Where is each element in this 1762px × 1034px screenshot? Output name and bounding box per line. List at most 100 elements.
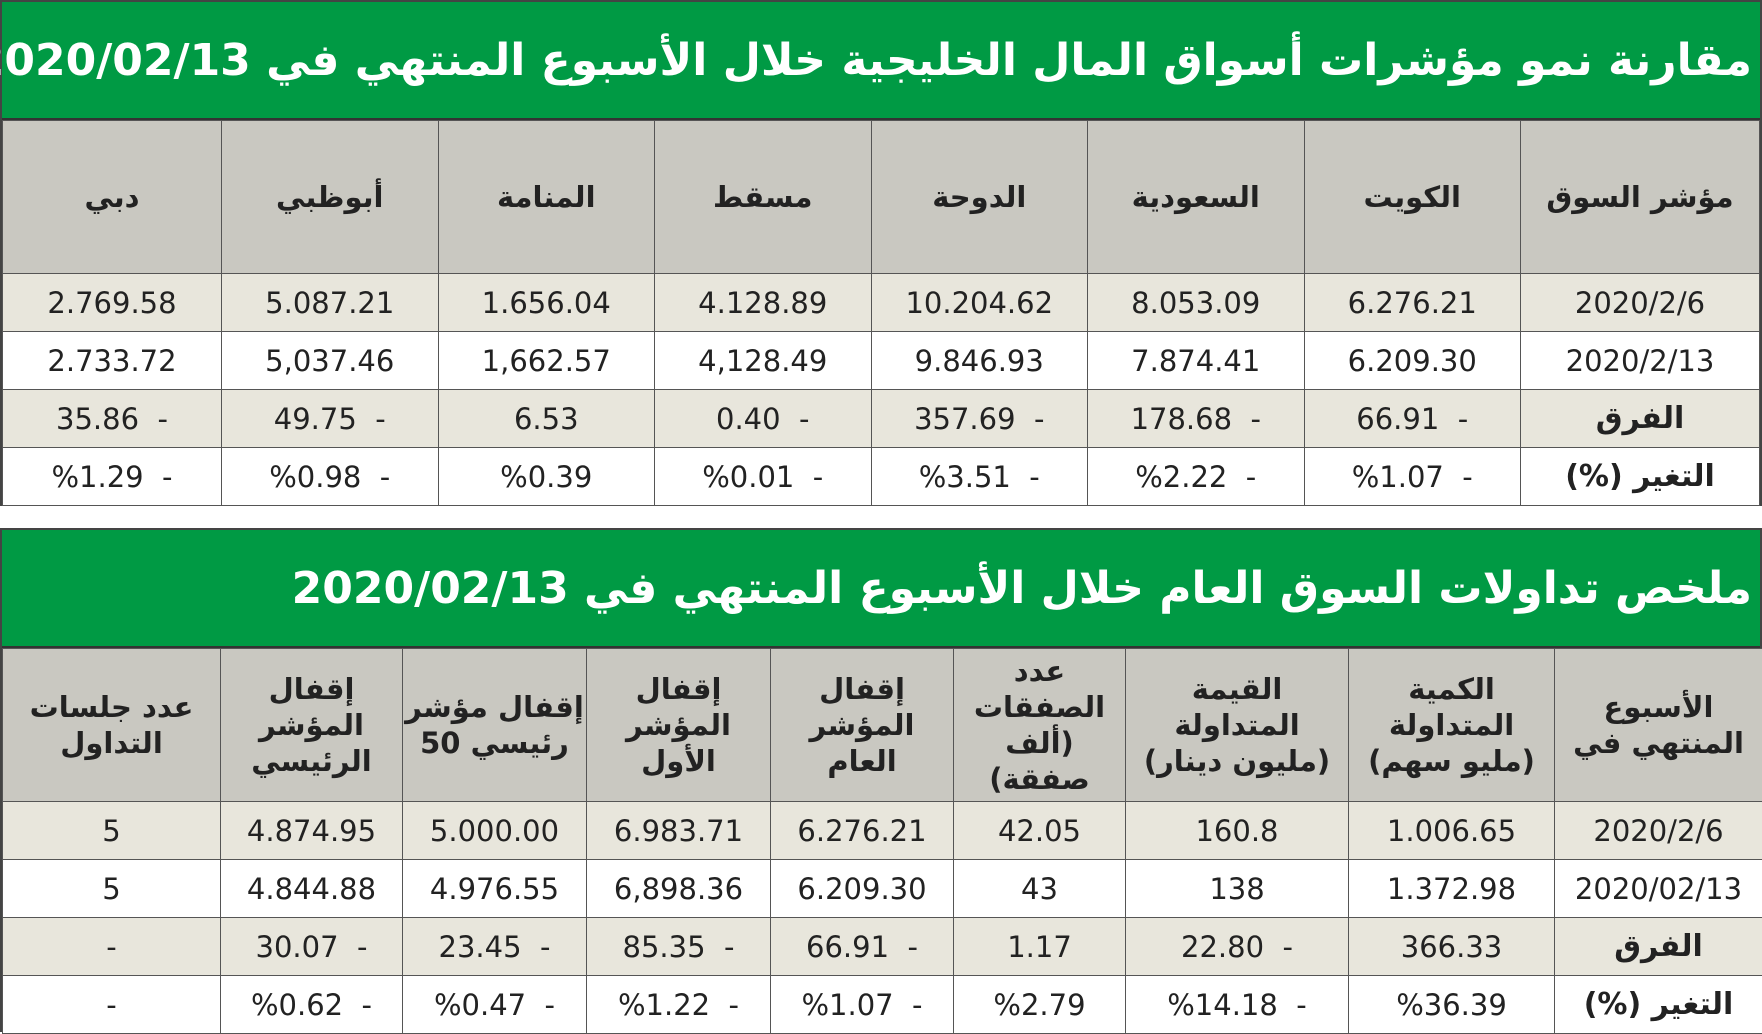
cell-value: 1.17 <box>1007 930 1072 964</box>
cell-value: %0.62 - <box>251 988 372 1022</box>
cell-value: %0.98 - <box>269 460 390 494</box>
table-cell: - <box>3 918 221 976</box>
table-cell: %0.39 <box>438 448 655 506</box>
cell-value: 366.33 <box>1401 930 1502 964</box>
cell-value: %1.07 - <box>1352 460 1473 494</box>
table-cell: 6.983.71 <box>587 802 771 860</box>
table-cell: 4.128.89 <box>655 274 872 332</box>
cell-value: 30.07 - <box>256 930 368 964</box>
row-label: الفرق <box>1555 918 1762 976</box>
table-cell: 22.80 - <box>1126 918 1349 976</box>
cell-value: 5 <box>102 872 120 906</box>
cell-value: 8.053.09 <box>1131 286 1260 320</box>
table-cell: %1.07 - <box>771 976 954 1034</box>
table-cell: %0.98 - <box>222 448 439 506</box>
table-cell: 2.769.58 <box>3 274 222 332</box>
column-header: إقفال المؤشر العام <box>771 649 954 802</box>
table-cell: 5,037.46 <box>222 332 439 390</box>
cell-value: 49.75 - <box>274 402 386 436</box>
cell-value: 6.983.71 <box>614 814 743 848</box>
table1-title: مقارنة نمو مؤشرات أسواق المال الخليجية خ… <box>2 2 1760 120</box>
table-cell: 4.976.55 <box>403 860 587 918</box>
cell-value: %1.07 - <box>801 988 922 1022</box>
table-cell: 6.276.21 <box>771 802 954 860</box>
cell-value: %36.39 <box>1396 988 1507 1022</box>
cell-value: %0.47 - <box>434 988 555 1022</box>
table-row: التغير (%)%36.39%14.18 -%2.79%1.07 -%1.2… <box>3 976 1762 1034</box>
table-cell: 5 <box>3 860 221 918</box>
cell-value: 6.276.21 <box>797 814 926 848</box>
table-cell: 42.05 <box>954 802 1126 860</box>
row-label: التغير (%) <box>1555 976 1762 1034</box>
table-cell: 23.45 - <box>403 918 587 976</box>
table-cell: %1.07 - <box>1304 448 1521 506</box>
table-cell: 6.276.21 <box>1304 274 1521 332</box>
cell-value: 6,898.36 <box>614 872 743 906</box>
row-label: 2020/2/13 <box>1521 332 1760 390</box>
column-header: المنامة <box>438 121 655 274</box>
cell-value: الفرق <box>1614 929 1703 964</box>
cell-value: 6.53 <box>514 402 579 436</box>
table-cell: 66.91 - <box>771 918 954 976</box>
cell-value: 23.45 - <box>439 930 551 964</box>
market-trading-summary: ملخص تداولات السوق العام خلال الأسبوع ال… <box>0 528 1762 1032</box>
table-cell: %0.01 - <box>655 448 872 506</box>
table-cell: 2.733.72 <box>3 332 222 390</box>
table-cell: 5 <box>3 802 221 860</box>
column-header: إقفال المؤشر الأول <box>587 649 771 802</box>
table-cell: 35.86 - <box>3 390 222 448</box>
cell-value: 1.372.98 <box>1387 872 1516 906</box>
cell-value: %1.29 - <box>51 460 172 494</box>
column-header: السعودية <box>1088 121 1305 274</box>
table-cell: %2.79 <box>954 976 1126 1034</box>
table-cell: 178.68 - <box>1088 390 1305 448</box>
table-cell: 30.07 - <box>221 918 403 976</box>
table-cell: %1.22 - <box>587 976 771 1034</box>
cell-value: 357.69 - <box>914 402 1044 436</box>
cell-value: التغير (%) <box>1584 987 1734 1022</box>
cell-value: 2020/2/6 <box>1593 814 1723 848</box>
cell-value: 4.874.95 <box>247 814 376 848</box>
cell-value: التغير (%) <box>1565 459 1715 494</box>
table-cell: 6.209.30 <box>1304 332 1521 390</box>
cell-value: 42.05 <box>998 814 1081 848</box>
table-cell: 1.17 <box>954 918 1126 976</box>
table-cell: 138 <box>1126 860 1349 918</box>
table-cell: 8.053.09 <box>1088 274 1305 332</box>
column-header: القيمة المتداولة (مليون دينار) <box>1126 649 1349 802</box>
cell-value: 6.276.21 <box>1348 286 1477 320</box>
title-text: ملخص تداولات السوق العام خلال الأسبوع ال… <box>292 563 1752 614</box>
cell-value: - <box>106 988 116 1022</box>
table-cell: 10.204.62 <box>871 274 1088 332</box>
cell-value: 2.733.72 <box>47 344 176 378</box>
cell-value: 1,662.57 <box>482 344 611 378</box>
table-cell: 4.844.88 <box>221 860 403 918</box>
cell-value: 66.91 - <box>806 930 918 964</box>
table-row: التغير (%)%1.07 -%2.22 -%3.51 -%0.01 -%0… <box>3 448 1760 506</box>
table-cell: 4.874.95 <box>221 802 403 860</box>
table-cell: 43 <box>954 860 1126 918</box>
table-cell: 6,898.36 <box>587 860 771 918</box>
table-cell: 5.087.21 <box>222 274 439 332</box>
table-cell: 66.91 - <box>1304 390 1521 448</box>
table-cell: %0.62 - <box>221 976 403 1034</box>
column-header: مسقط <box>655 121 872 274</box>
cell-value: 178.68 - <box>1131 402 1261 436</box>
title-text: مقارنة نمو مؤشرات أسواق المال الخليجية خ… <box>0 35 1752 86</box>
cell-value: 7.874.41 <box>1131 344 1260 378</box>
row-label: 2020/02/13 <box>1555 860 1762 918</box>
cell-value: 4.128.89 <box>698 286 827 320</box>
table-cell: 1.372.98 <box>1349 860 1555 918</box>
table-row: 2020/2/6 6.276.21 8.053.09 10.204.62 4.128.8… <box>3 274 1760 332</box>
cell-value: 22.80 - <box>1181 930 1293 964</box>
row-label: 2020/2/6 <box>1521 274 1760 332</box>
row-label: التغير (%) <box>1521 448 1760 506</box>
cell-value: الفرق <box>1596 401 1685 436</box>
column-header: أبوظبي <box>222 121 439 274</box>
cell-value: 2.769.58 <box>47 286 176 320</box>
table-cell: 160.8 <box>1126 802 1349 860</box>
